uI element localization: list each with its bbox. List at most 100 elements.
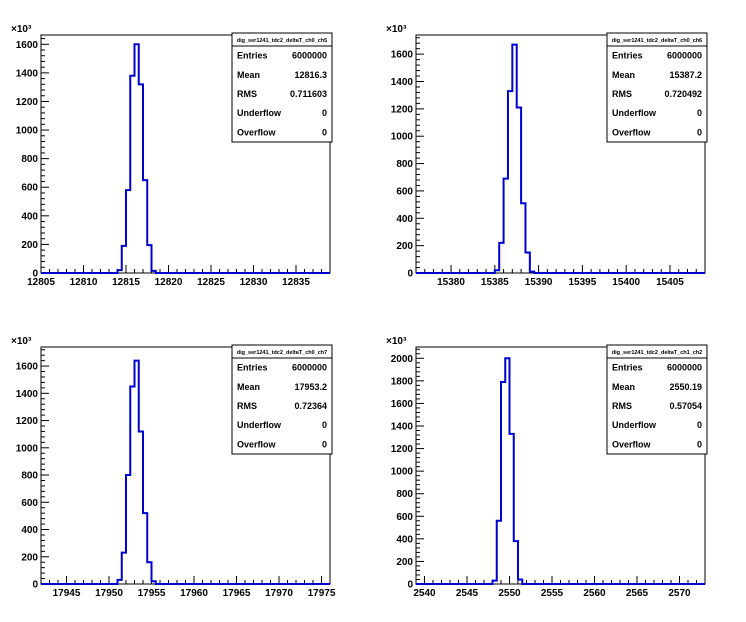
- stat-value: 15387.2: [669, 70, 702, 80]
- x-tick-label: 15400: [612, 277, 640, 288]
- x-tick-label: 17960: [180, 588, 208, 599]
- y-exponent-label: ×10³: [386, 336, 407, 347]
- stat-value: 0.72364: [294, 401, 327, 411]
- y-tick-label: 1600: [16, 40, 39, 51]
- stat-label: Overflow: [237, 127, 277, 137]
- stat-value: 0: [697, 439, 702, 449]
- y-tick-label: 200: [21, 552, 38, 563]
- histogram-title: dig_ser1241_tdc2_deltaT_ch1_ch2: [612, 350, 703, 356]
- stat-label: RMS: [237, 401, 257, 411]
- y-tick-label: 200: [21, 240, 38, 251]
- stat-value: 0: [322, 127, 327, 137]
- stat-label: Mean: [612, 70, 635, 80]
- y-tick-label: 800: [21, 154, 38, 165]
- y-tick-label: 1400: [16, 389, 39, 400]
- y-tick-label: 1400: [391, 77, 414, 88]
- y-tick-label: 2000: [391, 354, 414, 365]
- histogram-title: dig_ser1241_tdc2_deltaT_ch0_ch7: [237, 350, 328, 356]
- stat-label: Overflow: [612, 127, 652, 137]
- y-tick-label: 0: [407, 269, 413, 280]
- y-exponent-label: ×10³: [386, 24, 407, 35]
- y-tick-label: 800: [396, 489, 413, 500]
- stats-box: dig_ser1241_tdc2_deltaT_ch0_ch6 Entries 60…: [606, 32, 708, 143]
- x-tick-label: 12805: [27, 277, 55, 288]
- y-tick-label: 600: [21, 183, 38, 194]
- x-tick-label: 12825: [197, 277, 225, 288]
- stats-box: dig_ser1241_tdc2_deltaT_ch1_ch2 Entries 60…: [606, 344, 708, 455]
- stat-value: 0.57054: [669, 401, 702, 411]
- histogram-series: [416, 357, 705, 585]
- y-exponent-label: ×10³: [11, 336, 32, 347]
- stat-value: 0: [322, 108, 327, 118]
- stat-label: Entries: [612, 51, 643, 61]
- histogram-panel-2: 15380 15385 15390 15395 15400 15405 0 200 400 600…: [386, 24, 708, 288]
- stat-label: RMS: [612, 89, 632, 99]
- histogram-title: dig_ser1241_tdc2_deltaT_ch0_ch6: [612, 38, 703, 44]
- x-tick-label: 15385: [481, 277, 509, 288]
- x-tick-label: 12815: [112, 277, 140, 288]
- x-tick-label: 15405: [656, 277, 684, 288]
- stats-box-frame: [606, 32, 708, 143]
- y-tick-label: 1600: [391, 50, 414, 61]
- stat-label: Mean: [237, 382, 260, 392]
- y-tick-label: 1200: [16, 97, 39, 108]
- stat-value: 0: [697, 420, 702, 430]
- stat-value: 17953.2: [294, 382, 327, 392]
- stats-box-frame: [231, 344, 333, 455]
- stat-label: Entries: [612, 363, 643, 373]
- stat-label: Underflow: [237, 420, 282, 430]
- x-tick-label: 15390: [525, 277, 553, 288]
- x-tick-label: 12810: [70, 277, 98, 288]
- x-tick-label: 15380: [437, 277, 465, 288]
- y-tick-label: 1200: [16, 416, 39, 427]
- y-exponent-label: ×10³: [11, 24, 32, 35]
- y-tick-label: 800: [396, 159, 413, 170]
- y-tick-label: 600: [396, 186, 413, 197]
- y-tick-label: 600: [21, 498, 38, 509]
- stat-label: Underflow: [237, 108, 282, 118]
- histogram-series: [41, 359, 330, 585]
- stat-value: 0.720492: [664, 89, 702, 99]
- y-tick-label: 0: [407, 580, 413, 591]
- stat-label: Entries: [237, 363, 268, 373]
- stat-label: Underflow: [612, 108, 657, 118]
- histogram-panel-1: 12805 12810 12815 12820 12825 12830 12835 0 200 4…: [11, 24, 333, 288]
- y-tick-label: 400: [21, 211, 38, 222]
- x-tick-label: 17955: [138, 588, 166, 599]
- stat-value: 0: [322, 420, 327, 430]
- x-tick-label: 2570: [668, 588, 691, 599]
- stat-label: RMS: [237, 89, 257, 99]
- y-tick-label: 1000: [391, 467, 414, 478]
- stats-box-frame: [231, 32, 333, 143]
- stat-value: 6000000: [292, 363, 327, 373]
- stats-box: dig_ser1241_tdc2_deltaT_ch0_ch5 Entries 60…: [231, 32, 333, 143]
- stat-value: 0: [697, 108, 702, 118]
- x-tick-label: 15395: [568, 277, 596, 288]
- y-tick-label: 1000: [391, 132, 414, 143]
- x-tick-label: 2565: [626, 588, 649, 599]
- stats-box-frame: [606, 344, 708, 455]
- histogram-panel-4: 2540 2545 2550 2555 2560 2565 2570 0 200 400 600 80…: [386, 336, 708, 599]
- stat-value: 6000000: [667, 363, 702, 373]
- y-tick-label: 600: [396, 512, 413, 523]
- x-tick-label: 17970: [265, 588, 293, 599]
- y-tick-label: 800: [21, 471, 38, 482]
- x-tick-label: 2555: [541, 588, 564, 599]
- y-tick-label: 1200: [391, 104, 414, 115]
- stat-label: Overflow: [237, 439, 277, 449]
- y-tick-label: 200: [396, 241, 413, 252]
- y-tick-label: 1200: [391, 444, 414, 455]
- x-tick-label: 12820: [155, 277, 183, 288]
- stat-label: Entries: [237, 51, 268, 61]
- stats-box: dig_ser1241_tdc2_deltaT_ch0_ch7 Entries 60…: [231, 344, 333, 455]
- x-tick-label: 2540: [413, 588, 436, 599]
- histogram-series: [41, 43, 330, 274]
- y-tick-label: 1400: [16, 68, 39, 79]
- y-tick-label: 0: [32, 269, 38, 280]
- x-tick-label: 2550: [498, 588, 521, 599]
- y-tick-label: 0: [32, 580, 38, 591]
- x-tick-label: 2560: [583, 588, 606, 599]
- stat-value: 0: [697, 127, 702, 137]
- histogram-title: dig_ser1241_tdc2_deltaT_ch0_ch5: [237, 38, 328, 44]
